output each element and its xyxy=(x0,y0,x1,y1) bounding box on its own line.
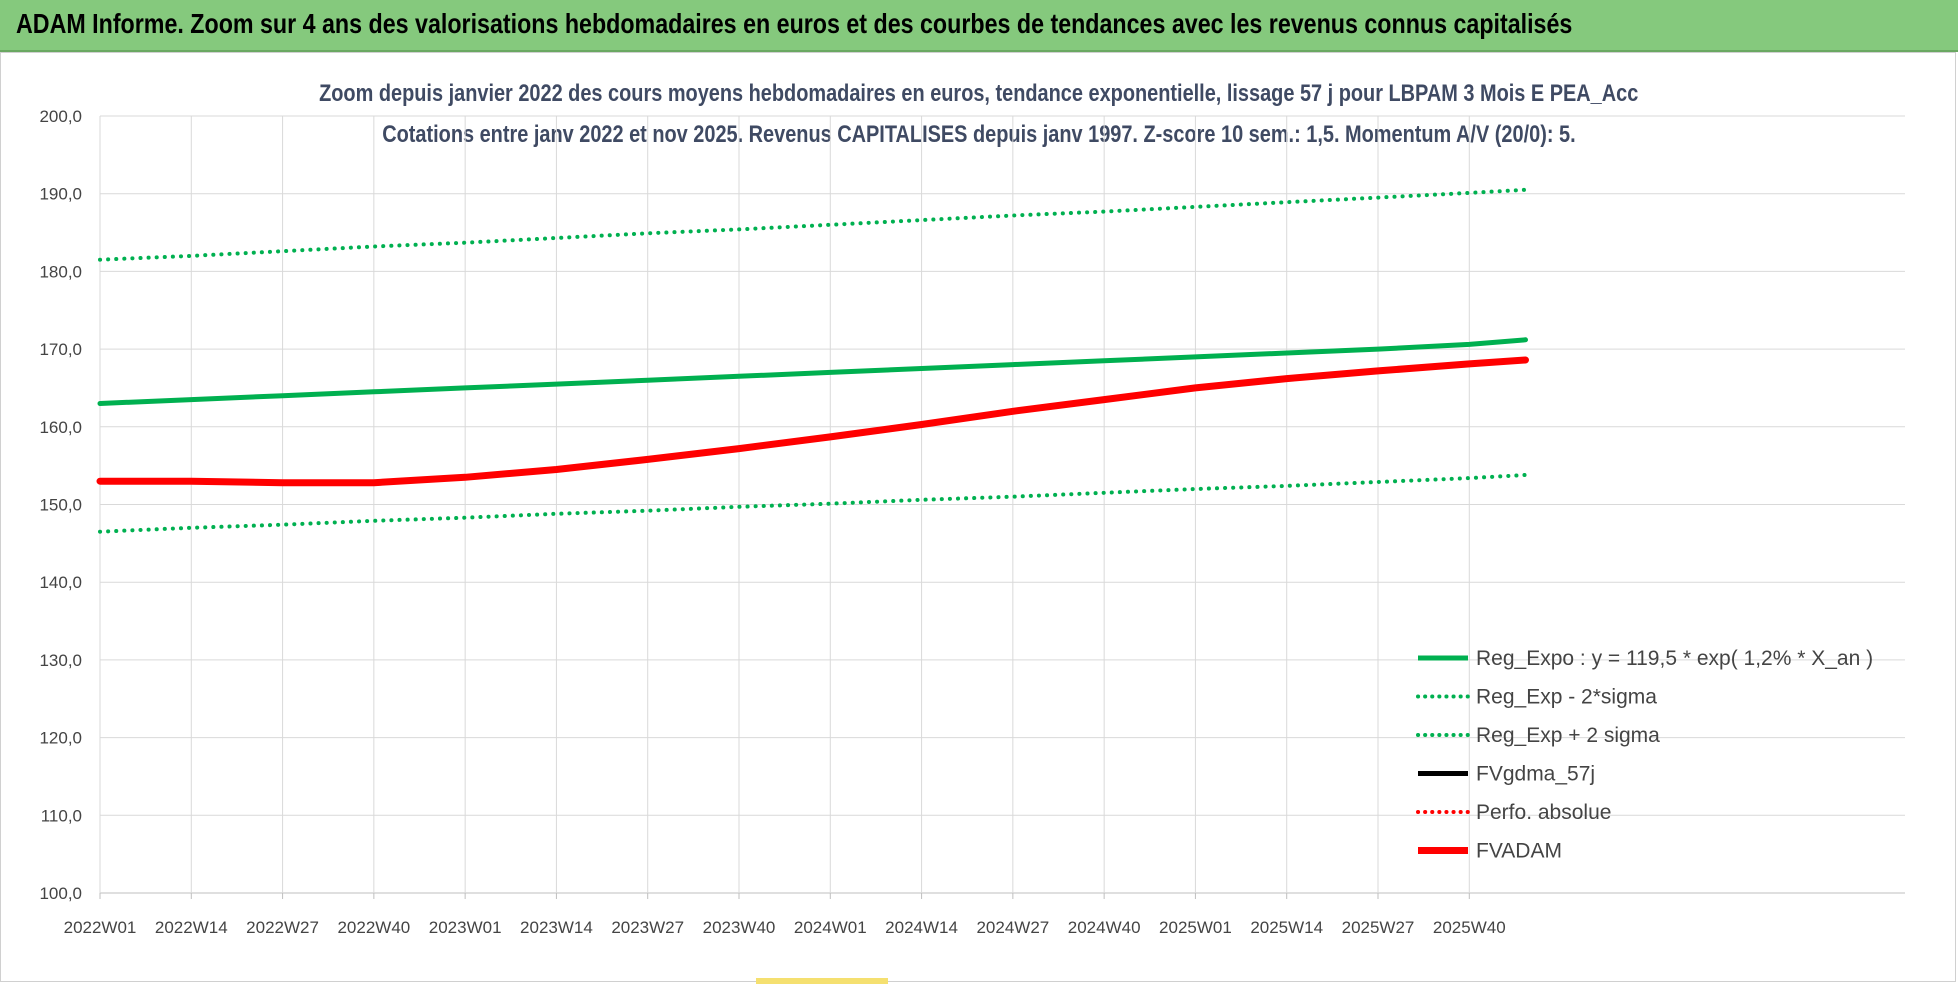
series-line-1 xyxy=(98,473,1528,534)
y-tick-label: 150,0 xyxy=(39,496,82,515)
chart-subtitle-text: Cotations entre janv 2022 et nov 2025. R… xyxy=(382,121,1576,148)
x-tick-label: 2025W40 xyxy=(1433,918,1506,937)
y-axis-ticks: 100,0 110,0 120,0 130,0 140,0 150,0 160,0 170,0… xyxy=(39,107,82,903)
bottom-accent xyxy=(756,978,888,984)
series-lines xyxy=(96,187,1529,534)
y-tick-label: 140,0 xyxy=(39,573,82,592)
legend-label-3: FVgdma_57j xyxy=(1476,763,1595,786)
legend-label-4: Perfo. absolue xyxy=(1476,801,1611,824)
legend-label-5: FVADAM xyxy=(1476,840,1562,863)
legend: Reg_Expo : y = 119,5 * exp( 1,2% * X_an … xyxy=(1416,647,1873,863)
x-tick-label: 2024W01 xyxy=(794,918,867,937)
x-tick-label: 2024W27 xyxy=(976,918,1049,937)
x-tick-label: 2025W27 xyxy=(1342,918,1415,937)
y-tick-label: 190,0 xyxy=(39,185,82,204)
y-tick-label: 110,0 xyxy=(41,806,82,825)
banner-title: ADAM Informe. Zoom sur 4 ans des valoris… xyxy=(16,8,1573,39)
x-axis-ticks: 2022W01 2022W14 2022W27 2022W40 2023W01 2023W… xyxy=(64,918,1506,937)
y-tick-label: 200,0 xyxy=(39,107,82,126)
legend-label-2: Reg_Exp + 2 sigma xyxy=(1476,724,1660,747)
y-tick-label: 120,0 xyxy=(39,729,82,748)
y-tick-label: 180,0 xyxy=(39,262,82,281)
legend-label-0: Reg_Expo : y = 119,5 * exp( 1,2% * X_an … xyxy=(1476,647,1873,670)
chart-title: Zoom depuis janvier 2022 des cours moyen… xyxy=(0,80,1958,108)
x-tick-label: 2023W01 xyxy=(429,918,502,937)
series-line-5 xyxy=(96,356,1529,487)
chart-title-text: Zoom depuis janvier 2022 des cours moyen… xyxy=(319,80,1639,107)
grid xyxy=(99,115,1905,899)
y-tick-label: 130,0 xyxy=(39,651,82,670)
x-tick-label: 2022W27 xyxy=(246,918,319,937)
x-tick-label: 2024W14 xyxy=(885,918,958,937)
series-line-0 xyxy=(97,337,1528,406)
x-tick-label: 2023W14 xyxy=(520,918,593,937)
legend-label-1: Reg_Exp - 2*sigma xyxy=(1476,686,1657,709)
x-tick-label: 2023W40 xyxy=(703,918,776,937)
x-tick-label: 2025W01 xyxy=(1159,918,1232,937)
x-tick-label: 2022W40 xyxy=(337,918,410,937)
chart-subtitle: Cotations entre janv 2022 et nov 2025. R… xyxy=(0,121,1958,149)
chart-frame xyxy=(0,52,1956,982)
x-tick-label: 2023W27 xyxy=(611,918,684,937)
x-tick-label: 2025W14 xyxy=(1250,918,1323,937)
banner: ADAM Informe. Zoom sur 4 ans des valoris… xyxy=(0,0,1958,52)
y-tick-label: 160,0 xyxy=(39,418,82,437)
x-tick-label: 2024W40 xyxy=(1068,918,1141,937)
y-tick-label: 100,0 xyxy=(39,884,82,903)
x-tick-label: 2022W14 xyxy=(155,918,228,937)
series-line-2 xyxy=(98,187,1528,262)
y-tick-label: 170,0 xyxy=(39,340,82,359)
x-tick-label: 2022W01 xyxy=(64,918,137,937)
